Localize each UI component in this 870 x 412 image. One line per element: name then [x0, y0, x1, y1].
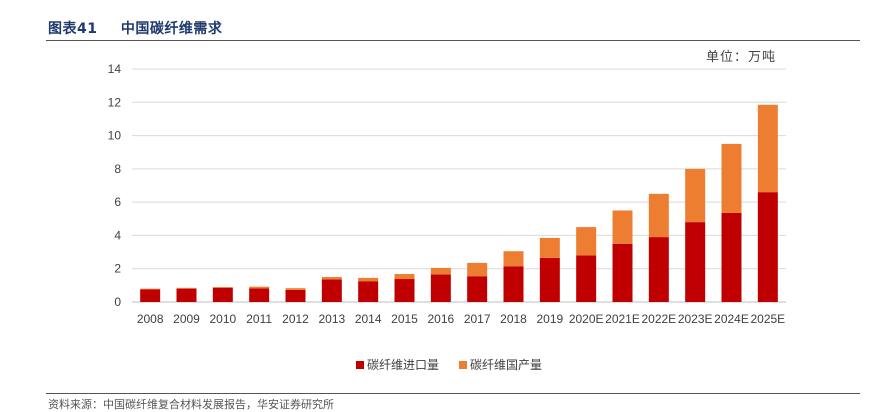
bar-import — [249, 288, 270, 302]
y-tick-label: 10 — [108, 129, 122, 143]
bar-domestic — [539, 237, 560, 258]
x-tick-label: 2019 — [536, 312, 563, 326]
bar-import — [539, 257, 560, 302]
bar-import — [176, 288, 197, 302]
bar-domestic — [430, 267, 451, 275]
y-tick-label: 4 — [114, 228, 121, 242]
x-tick-label: 2021E — [605, 312, 640, 326]
bar-import — [430, 274, 451, 302]
x-tick-label: 2008 — [137, 312, 164, 326]
y-tick-label: 8 — [114, 162, 121, 176]
bar-import — [321, 279, 342, 302]
x-tick-label: 2018 — [500, 312, 527, 326]
bar-import — [285, 289, 306, 302]
y-tick-label: 0 — [114, 295, 121, 309]
y-tick-label: 14 — [108, 62, 122, 76]
x-tick-label: 2009 — [173, 312, 200, 326]
bottom-rule — [46, 393, 860, 394]
bar-domestic — [612, 210, 633, 244]
bar-domestic — [140, 288, 161, 290]
bar-import — [721, 212, 742, 302]
bar-domestic — [176, 287, 197, 289]
x-tick-label: 2025E — [750, 312, 785, 326]
bar-domestic — [285, 288, 306, 290]
x-tick-label: 2015 — [391, 312, 418, 326]
x-tick-label: 2017 — [464, 312, 491, 326]
x-tick-label: 2016 — [427, 312, 454, 326]
bar-domestic — [249, 286, 270, 289]
bar-domestic — [321, 277, 342, 280]
x-tick-label: 2022E — [641, 312, 676, 326]
bar-import — [467, 276, 488, 302]
bar-import — [612, 243, 633, 302]
top-rule — [46, 40, 860, 41]
unit-label: 单位：万吨 — [705, 50, 776, 65]
legend-label-import: 碳纤维进口量 — [367, 358, 439, 372]
x-tick-label: 2014 — [355, 312, 382, 326]
x-tick-label: 2020E — [569, 312, 604, 326]
x-tick-label: 2013 — [318, 312, 345, 326]
bar-domestic — [503, 251, 524, 267]
source-note: 资料来源：中国碳纤维复合材料发展报告，华安证券研究所 — [48, 398, 334, 411]
figure-title-text: 中国碳纤维需求 — [120, 21, 223, 37]
bar-import — [576, 255, 597, 302]
bar-domestic — [358, 277, 379, 282]
bar-import — [685, 222, 706, 302]
bar-domestic — [212, 287, 233, 288]
legend-swatch-domestic — [459, 361, 467, 369]
bar-import — [212, 287, 233, 302]
x-tick-label: 2024E — [714, 312, 749, 326]
x-tick-label: 2012 — [282, 312, 309, 326]
bar-domestic — [576, 227, 597, 256]
bar-import — [503, 266, 524, 302]
bar-domestic — [757, 104, 778, 193]
bar-import — [757, 192, 778, 302]
bar-import — [394, 279, 415, 302]
legend-label-domestic: 碳纤维国产量 — [470, 358, 542, 372]
figure-label: 图表41 — [48, 21, 98, 37]
figure-title: 图表41 中国碳纤维需求 — [48, 18, 222, 38]
legend-swatch-import — [356, 361, 364, 369]
bar-domestic — [685, 168, 706, 223]
bar-import — [648, 237, 669, 302]
y-tick-label: 2 — [114, 262, 121, 276]
bar-domestic — [648, 193, 669, 238]
bar-domestic — [721, 143, 742, 213]
x-tick-label: 2010 — [209, 312, 236, 326]
bar-import — [358, 281, 379, 302]
x-tick-label: 2011 — [246, 312, 272, 326]
y-tick-label: 6 — [114, 195, 121, 209]
bar-import — [140, 289, 161, 302]
stacked-bar-chart: 0 2 4 6 8 10 12 14 2008 2009 2010 2011 2012 2013 2014 2… — [108, 62, 786, 372]
bar-domestic — [467, 262, 488, 277]
x-tick-label: 2023E — [678, 312, 713, 326]
y-tick-label: 12 — [108, 95, 122, 109]
bar-domestic — [394, 274, 415, 280]
